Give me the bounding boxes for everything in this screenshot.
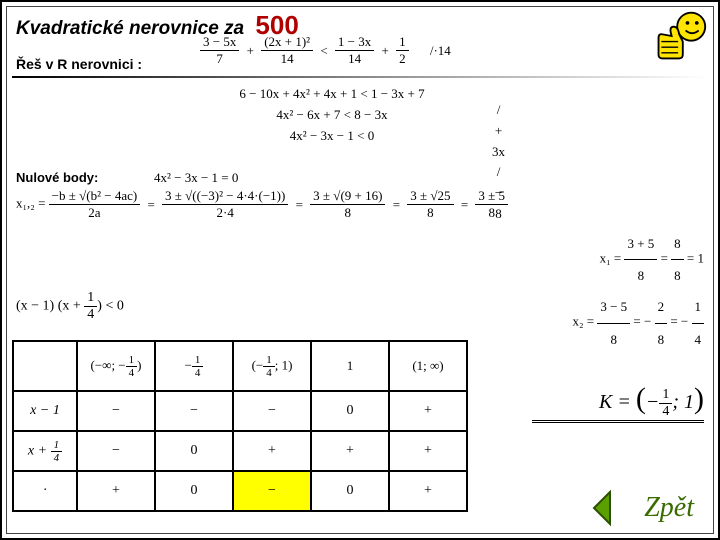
sign-cell: +: [389, 431, 467, 471]
table-row: x − 1 − − − 0 +: [13, 391, 467, 431]
row-label: x − 1: [13, 391, 77, 431]
work-line: 6 − 10x + 4x² + 4x + 1 < 1 − 3x + 7: [182, 84, 482, 105]
main-inequality: 3 − 5x7 + (2x + 1)²14 < 1 − 3x14 + 12 /·…: [200, 34, 451, 67]
quadratic-formula: x₁,₂ = −b ± √(b² − 4ac)2a = 3 ± √((−3)² …: [16, 188, 508, 221]
table-row: · + 0 − 0 +: [13, 471, 467, 511]
sign-cell: −: [233, 391, 311, 431]
sign-cell: +: [389, 471, 467, 511]
sign-cell: −: [77, 391, 155, 431]
back-button[interactable]: Zpět: [644, 492, 694, 524]
divider: [12, 76, 708, 78]
back-arrow-icon[interactable]: [588, 488, 618, 528]
solve-label: Řeš v R nerovnici :: [16, 56, 142, 72]
table-header: −14: [155, 341, 233, 391]
root-1: x₁ = 3 + 58 = 88 = 1: [572, 228, 704, 291]
sign-cell: 0: [155, 471, 233, 511]
root-2: x₂ = 3 − 58 = − 28 = − 14: [572, 291, 704, 354]
null-equation: 4x² − 3x − 1 = 0: [154, 166, 238, 189]
work-steps: 6 − 10x + 4x² + 4x + 1 < 1 − 3x + 7 4x² …: [182, 84, 482, 146]
solution-set: K = (−14; 1): [599, 382, 704, 420]
sign-cell-highlighted: −: [233, 471, 311, 511]
work-line: 4x² − 3x − 1 < 0: [182, 126, 482, 147]
table-row: x + 14 − 0 + + +: [13, 431, 467, 471]
sign-cell: 0: [311, 471, 389, 511]
thumbs-up-icon: [652, 8, 708, 64]
sign-cell: 0: [311, 391, 389, 431]
row-label: ·: [13, 471, 77, 511]
sign-cell: 0: [155, 431, 233, 471]
sign-cell: +: [233, 431, 311, 471]
row-label: x + 14: [13, 431, 77, 471]
sign-cell: −: [77, 431, 155, 471]
sign-cell: +: [389, 391, 467, 431]
work-line: 4x² − 6x + 7 < 8 − 3x: [182, 105, 482, 126]
roots: x₁ = 3 + 58 = 88 = 1 x₂ = 3 − 58 = − 28 …: [572, 228, 704, 355]
table-header: (1; ∞): [389, 341, 467, 391]
answer-underline: [532, 420, 704, 423]
nullpoints-label: Nulové body:: [16, 170, 98, 185]
sign-cell: −: [155, 391, 233, 431]
table-corner: [13, 341, 77, 391]
sign-cell: +: [311, 431, 389, 471]
table-header: (−14; 1): [233, 341, 311, 391]
table-header: 1: [311, 341, 389, 391]
sign-table: (−∞; −14) −14 (−14; 1) 1 (1; ∞) x − 1 − …: [12, 340, 468, 512]
table-header: (−∞; −14): [77, 341, 155, 391]
sign-cell: +: [77, 471, 155, 511]
table-header-row: (−∞; −14) −14 (−14; 1) 1 (1; ∞): [13, 341, 467, 391]
factored-form: (x − 1) (x + 14) < 0: [16, 290, 124, 323]
